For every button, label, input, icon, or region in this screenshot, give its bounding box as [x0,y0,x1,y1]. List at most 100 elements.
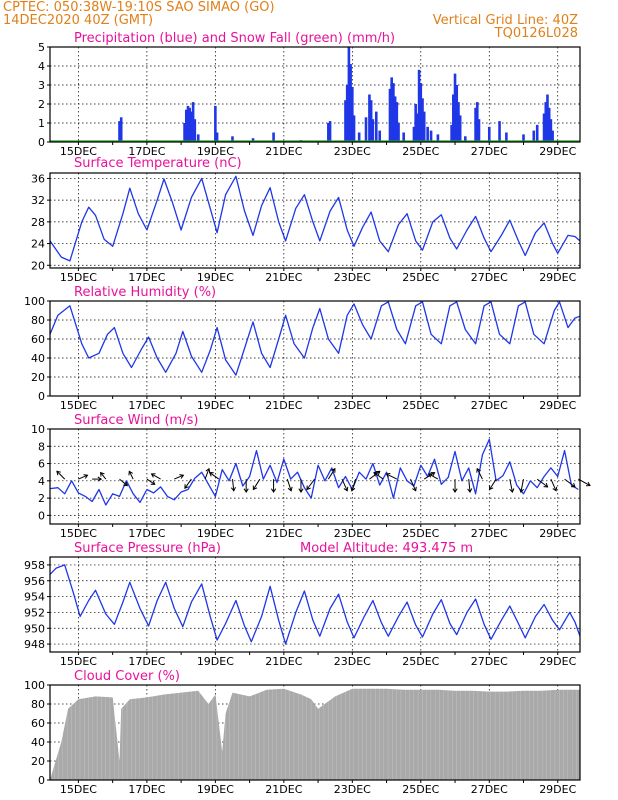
cloud-y-tick: 100 [24,679,45,692]
wind-arrow-head [509,488,515,494]
wind-arrow-head [476,467,481,473]
precip-bar [544,102,548,142]
precip-bar [393,96,397,142]
wind-x-tick-label: 19DEC [197,527,234,540]
temperature-y-tick: 36 [31,172,45,185]
wind-y-tick: 0 [38,509,45,522]
precip-bar [477,119,481,142]
wind-arrow-shaft [252,478,261,490]
humidity-y-tick: 60 [31,333,45,346]
precip-bar [188,107,191,142]
wind-x-tick-label: 27DEC [471,527,508,540]
precip-bar [119,117,123,142]
header-model-id: TQ0126L028 [494,26,578,41]
wind-arrow-head [252,485,258,491]
wind-arrow-head [467,488,473,494]
wind-x-tick-label: 15DEC [60,527,97,540]
precip-bar [429,130,433,142]
wind-arrow-shaft [520,478,524,493]
precip-bar [535,124,539,142]
wind-y-tick: 10 [31,423,45,436]
precip-bar [193,119,197,142]
wind-x-tick-label: 21DEC [265,527,302,540]
cloud-y-tick: 60 [31,717,45,730]
cloud-x-tick-label: 21DEC [265,783,302,796]
humidity-x-tick-label: 15DEC [60,399,97,412]
wind-arrow-shaft [327,468,336,480]
precip-y-tick: 2 [38,98,45,111]
wind-arrow-shaft [100,472,107,480]
wind-arrow-head [489,485,494,491]
wind-arrow-head [375,470,381,476]
precip-bar [436,134,440,142]
cloud-x-tick-label: 19DEC [197,783,234,796]
wind-arrow-head [430,472,436,477]
wind-arrow-head [330,467,336,473]
wind-arrow-shaft [476,468,483,480]
temperature-y-tick: 28 [31,216,45,229]
precip-x-tick-label: 29DEC [539,145,576,158]
pressure-y-tick: 950 [24,622,45,635]
cloud-x-tick-label: 29DEC [539,783,576,796]
wind-arrow-head [519,488,525,494]
precip-x-tick-label: 19DEC [197,145,234,158]
wind-arrow-head [56,470,61,476]
pressure-y-tick: 948 [24,638,45,651]
wind-arrow-head [350,486,356,492]
precip-bar [369,100,373,142]
precip-bar [414,104,417,142]
wind-arrow-shaft [56,470,66,480]
precip-bar [402,132,405,142]
cloud-plot-frame [49,684,581,781]
wind-arrow-shaft [78,474,88,480]
precip-bar [421,98,424,142]
panels: 0 1 2 3 4 5 15DEC 17DEC 19DEC 21DEC 23DEC 25DEC 27DE… [24,41,591,796]
wind-arrow-shaft [373,472,384,480]
precip-title: Precipitation (blue) and Snow Fall (gree… [74,31,395,46]
wind-arrow-head [287,486,293,492]
precip-bar [371,119,375,142]
precip-bar [487,126,491,142]
precip-x-tick-label: 25DEC [402,145,439,158]
pressure-x-tick-label: 21DEC [265,655,302,668]
wind-arrow-head [306,485,311,491]
humidity-x-tick-label: 19DEC [197,399,234,412]
wind-arrow-shaft [489,478,497,490]
wind-arrow-head [205,467,211,473]
temperature-y-tick: 24 [31,238,45,251]
wind-arrow-head [373,472,379,477]
precip-x-tick-label: 17DEC [128,145,165,158]
wind-arrow-head [427,473,433,478]
wind-arrow-shaft [306,478,316,490]
precip-bar [464,136,467,142]
precip-bar [453,73,457,142]
precip-bar [452,94,455,142]
precip-y-tick: 0 [38,136,45,149]
wind-title: Surface Wind (m/s) [74,413,198,428]
humidity-line [49,301,581,376]
wind-arrow-head [83,474,89,479]
precip-bar [368,94,371,142]
precip-bar [378,130,382,142]
humidity-plot-frame [49,300,581,397]
humidity-x-tick-label: 21DEC [265,399,302,412]
wind-arrow-head [179,474,185,479]
precip-bar [419,83,423,142]
precip-bar [364,117,368,142]
precip-bar [351,86,354,142]
wind-x-tick-label: 25DEC [402,527,439,540]
precip-bar [327,123,330,142]
wind-arrow-head [298,488,304,494]
wind-x-tick-label: 29DEC [539,527,576,540]
wind-arrow-shaft [341,478,348,491]
precip-bar [272,132,275,142]
wind-plot-frame [49,428,581,525]
wind-arrow-head [184,484,189,489]
humidity-y-tick: 0 [38,390,45,403]
wind-y-tick: 8 [38,440,45,453]
pressure-y-tick: 954 [24,591,45,604]
wind-arrow-shaft [146,478,155,485]
temperature-title: Surface Temperature (nC) [74,156,242,171]
pressure-x-tick-label: 27DEC [471,655,508,668]
